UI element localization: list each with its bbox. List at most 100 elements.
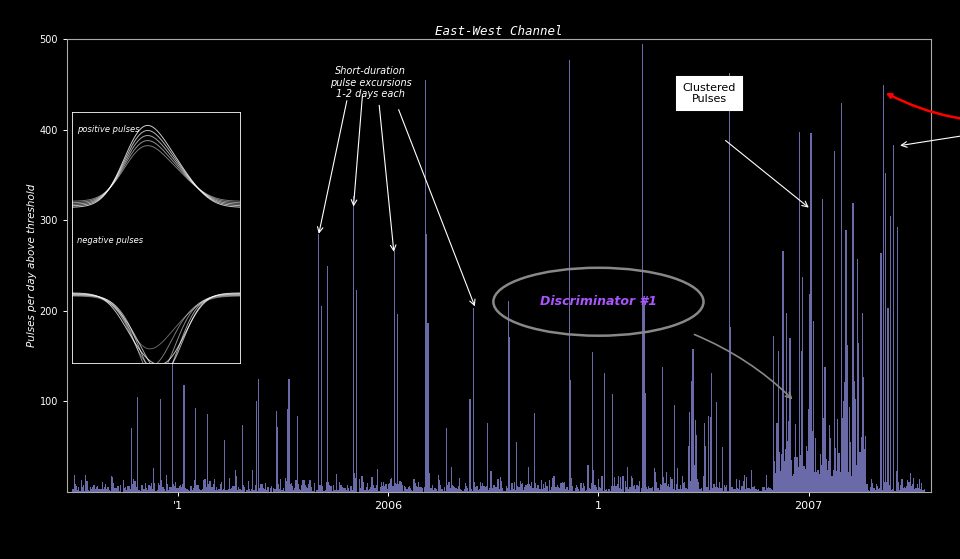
Bar xyxy=(762,487,763,492)
Bar xyxy=(772,490,773,492)
Bar xyxy=(862,313,863,492)
Bar xyxy=(180,485,181,492)
Bar xyxy=(172,362,173,492)
Bar xyxy=(653,491,654,492)
Bar xyxy=(600,487,601,492)
Bar xyxy=(500,477,501,492)
Bar xyxy=(185,489,187,492)
Bar xyxy=(181,487,182,492)
Bar xyxy=(275,489,276,492)
Bar xyxy=(632,478,633,492)
Bar xyxy=(545,481,546,492)
Bar xyxy=(536,489,538,492)
Bar xyxy=(377,469,378,492)
Bar xyxy=(428,473,430,492)
Bar xyxy=(168,490,169,492)
Bar xyxy=(913,478,914,492)
Bar xyxy=(346,490,347,492)
Bar xyxy=(284,491,285,492)
Bar xyxy=(280,479,281,492)
Bar xyxy=(411,490,412,492)
Bar xyxy=(239,489,241,492)
Bar xyxy=(636,485,637,492)
Bar xyxy=(759,491,760,492)
Bar xyxy=(892,489,893,492)
Bar xyxy=(703,476,704,492)
Bar xyxy=(816,472,817,492)
Bar xyxy=(622,476,624,492)
Bar xyxy=(746,477,747,492)
Bar xyxy=(398,484,399,492)
Bar xyxy=(118,486,119,492)
Bar xyxy=(447,485,448,492)
Bar xyxy=(717,487,718,492)
Bar xyxy=(303,480,304,492)
Bar xyxy=(381,482,382,492)
Bar xyxy=(443,491,444,492)
Bar xyxy=(752,487,754,492)
Bar xyxy=(797,457,798,492)
Bar xyxy=(455,488,457,492)
Bar xyxy=(514,482,515,492)
Bar xyxy=(336,474,338,492)
Bar xyxy=(852,203,853,492)
Bar xyxy=(918,488,919,492)
Bar xyxy=(581,484,582,492)
Bar xyxy=(457,489,458,492)
Bar xyxy=(786,313,787,492)
Bar xyxy=(187,489,188,492)
Bar xyxy=(655,472,657,492)
Bar xyxy=(730,326,731,492)
Bar xyxy=(778,351,779,492)
Bar xyxy=(425,80,426,492)
Bar xyxy=(157,482,158,492)
Bar xyxy=(233,486,235,492)
Text: Discriminator #1: Discriminator #1 xyxy=(540,295,657,308)
Bar xyxy=(540,480,541,492)
Bar xyxy=(900,485,901,492)
Bar xyxy=(547,491,549,492)
Bar xyxy=(225,440,226,492)
Bar xyxy=(383,482,384,492)
Bar xyxy=(735,480,736,492)
Bar xyxy=(449,487,451,492)
Bar xyxy=(739,480,740,492)
Bar xyxy=(733,489,734,492)
Bar xyxy=(174,486,175,492)
Bar xyxy=(905,489,906,492)
Bar xyxy=(173,485,174,492)
Bar xyxy=(361,476,362,492)
Bar xyxy=(870,487,871,492)
Bar xyxy=(825,367,826,492)
Text: Alum Rock M5.4
Oct 30, 2007: Alum Rock M5.4 Oct 30, 2007 xyxy=(888,94,960,122)
Bar xyxy=(484,486,485,492)
Bar xyxy=(734,489,735,492)
Bar xyxy=(354,473,355,492)
Bar xyxy=(214,479,215,492)
Bar xyxy=(236,476,237,492)
Bar xyxy=(72,490,74,492)
Bar xyxy=(744,475,745,492)
Bar xyxy=(543,484,544,492)
Bar xyxy=(515,490,516,492)
Bar xyxy=(88,491,90,492)
Bar xyxy=(331,491,333,492)
Bar xyxy=(826,459,827,492)
Bar xyxy=(508,301,509,492)
Bar xyxy=(846,230,847,492)
Bar xyxy=(87,490,89,492)
Bar xyxy=(436,489,437,492)
Bar xyxy=(914,489,916,492)
Bar xyxy=(716,402,717,492)
Bar xyxy=(565,489,566,492)
Bar xyxy=(196,485,198,492)
Bar xyxy=(165,491,166,492)
Bar xyxy=(334,490,335,492)
Bar xyxy=(531,482,533,492)
Bar xyxy=(873,483,874,492)
Bar xyxy=(144,489,145,492)
Bar xyxy=(320,485,322,492)
Bar xyxy=(809,294,810,492)
Bar xyxy=(849,406,850,492)
Bar xyxy=(286,481,287,492)
